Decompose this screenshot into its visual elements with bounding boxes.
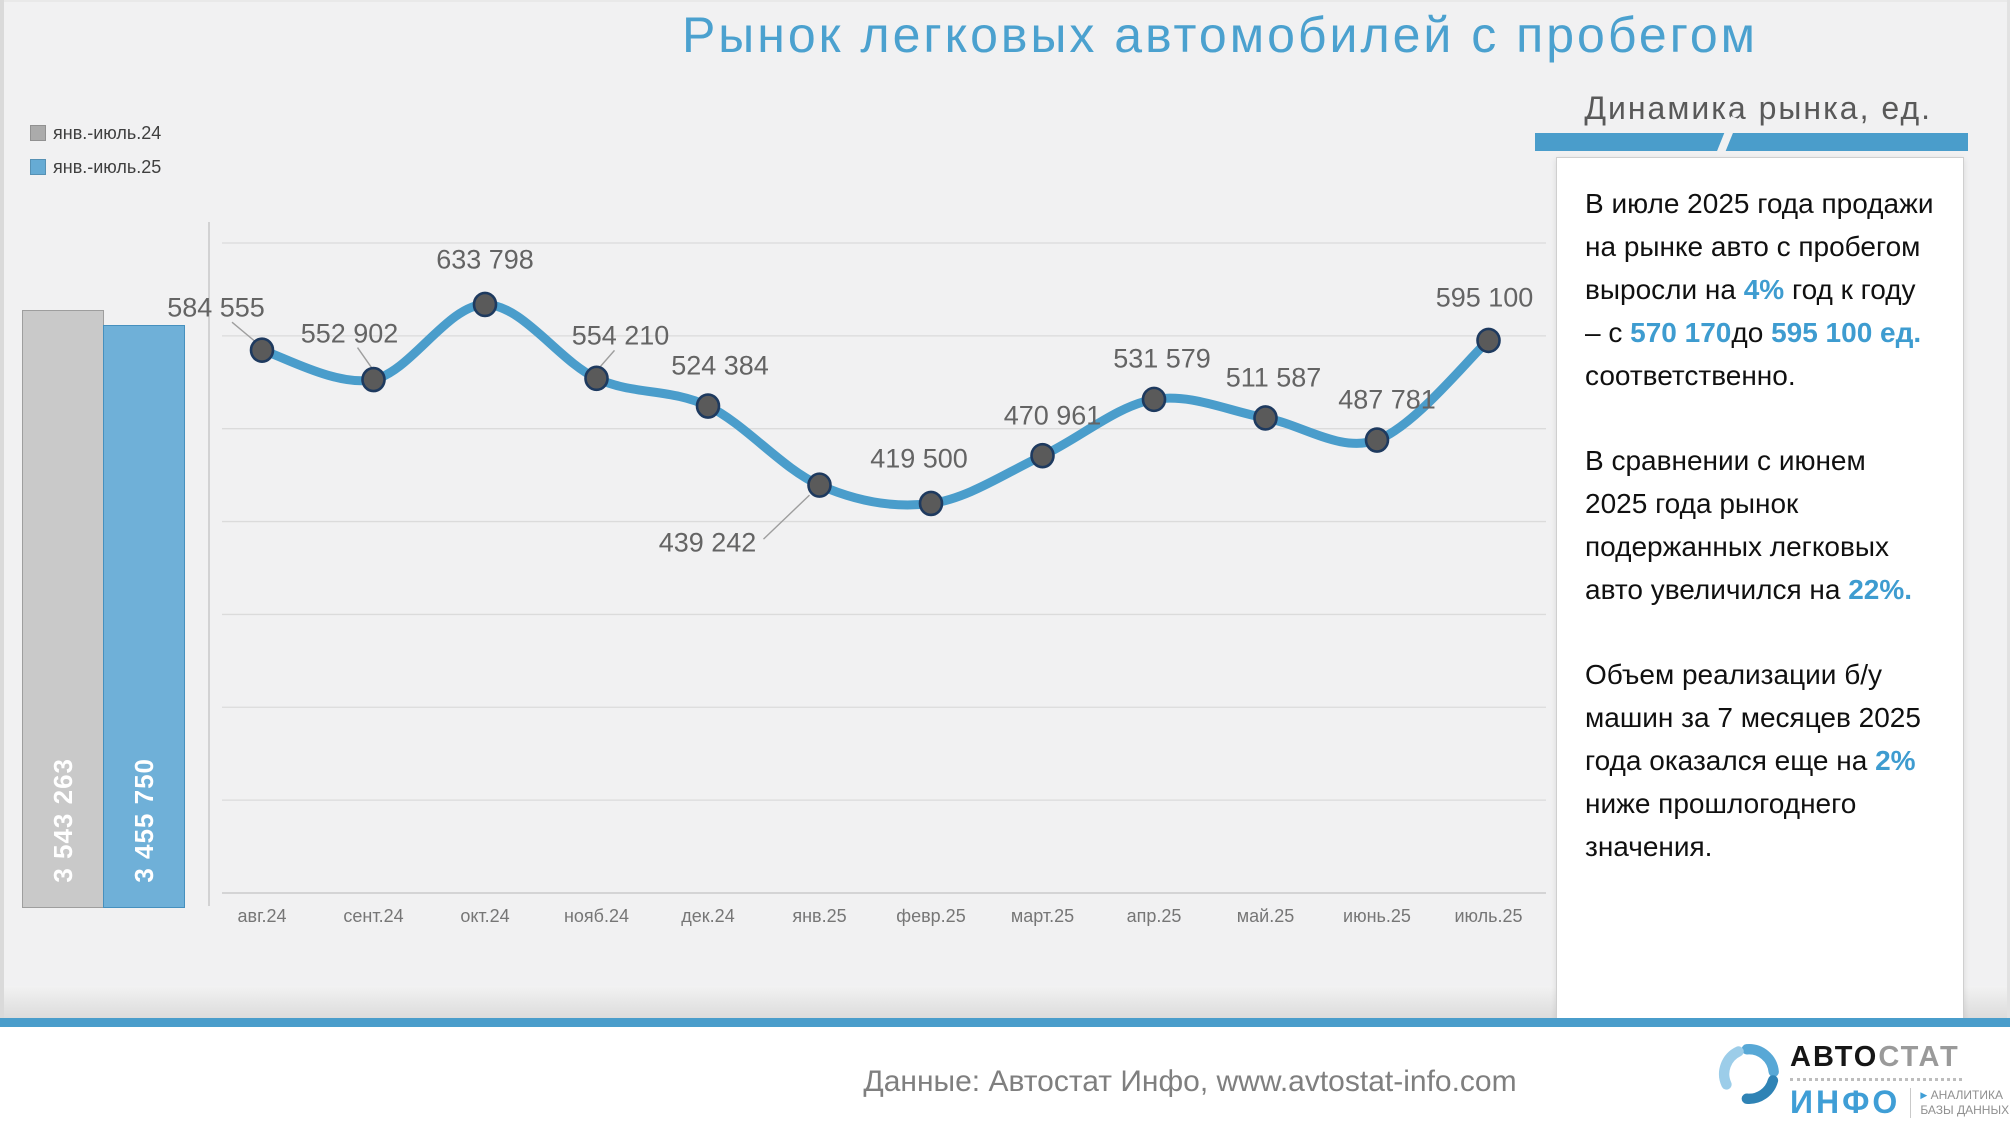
legend-swatch-2024 — [30, 125, 46, 141]
page-title: Рынок легковых автомобилей с пробегом — [681, 7, 1759, 63]
data-point-marker — [472, 291, 498, 318]
logo-tagline-2: БАЗЫ ДАННЫХ — [1920, 1102, 2010, 1117]
annotation-box: В июле 2025 года продажи на рынке авто с… — [1556, 157, 1964, 1030]
data-point-marker — [1476, 327, 1501, 354]
logo-swirl-icon — [1719, 1044, 1779, 1104]
legend-label-2025: янв.-июль.25 — [53, 156, 162, 177]
annotation-highlight: 2% — [1875, 745, 1916, 776]
legend: янв.-июль.24 янв.-июль.25 — [30, 122, 161, 190]
legend-swatch-2025 — [30, 159, 46, 175]
annotation-text: ниже прошлогоднего значения. — [1585, 788, 1857, 862]
logo-info: ИНФО — [1790, 1084, 1901, 1120]
annotation-paragraph: В июле 2025 года продажи на рынке авто с… — [1585, 182, 1935, 397]
legend-item-2024: янв.-июль.24 — [30, 122, 161, 144]
label-leader-line — [599, 349, 616, 367]
annotation-text: В сравнении с июнем 2025 года рынок поде… — [1585, 445, 1889, 605]
logo-analytics: ▶ АНАЛИТИКА БАЗЫ ДАННЫХ — [1910, 1087, 2010, 1118]
bar-total-2025: 3 455 750 — [103, 325, 185, 908]
data-point-marker — [695, 393, 721, 419]
annotation-text: год к году – с — [1585, 274, 1916, 348]
annotation-text: соответственно. — [1585, 360, 1796, 391]
triangle-icon: ▶ — [1920, 1089, 1928, 1100]
legend-label-2024: янв.-июль.24 — [53, 122, 162, 143]
label-leader-line — [763, 494, 810, 540]
annotation-highlight: 570 170 — [1630, 317, 1732, 348]
bottom-accent-strip — [0, 1018, 2010, 1027]
label-leader-line — [356, 347, 373, 368]
annotation-highlight: 22%. — [1848, 574, 1913, 605]
bar-value-2024: 3 543 263 — [47, 758, 78, 883]
annotation-text: Объем реализации б/у машин за 7 месяцев … — [1585, 659, 1921, 776]
logo-brand-stat: СТАТ — [1878, 1041, 1960, 1073]
annotation-text: до — [1731, 317, 1772, 348]
line-series-path — [257, 299, 1493, 510]
chart-subtitle: Динамика рынка, ед. — [1584, 90, 1932, 126]
footer-source: Данные: Автостат Инфо, www.avtostat-info… — [863, 1065, 1517, 1098]
logo-dotted-line — [1790, 1078, 1962, 1081]
logo-text: АВТОСТАТ ИНФО ▶ АНАЛИТИКА БАЗЫ ДАННЫХ — [1790, 1041, 2009, 1121]
data-point-marker — [1364, 427, 1390, 453]
annotation-paragraph: Объем реализации б/у машин за 7 месяцев … — [1585, 653, 1935, 868]
slide-edge-top — [0, 0, 2010, 2]
bar-value-2025: 3 455 750 — [128, 758, 159, 883]
slide-edge-left — [0, 0, 4, 1128]
data-point-marker — [1030, 442, 1055, 469]
accent-bar — [1535, 116, 1968, 158]
annotation-highlight: 4% — [1743, 274, 1785, 305]
bar-total-2024: 3 543 263 — [22, 310, 104, 908]
data-point-marker — [584, 365, 609, 392]
data-point-marker — [361, 366, 386, 393]
logo-brand: АВТОСТАТ — [1790, 1041, 2009, 1074]
data-point-marker — [249, 337, 275, 363]
label-leader-line — [231, 321, 257, 343]
logo-brand-avto: АВТО — [1790, 1041, 1879, 1073]
legend-item-2025: янв.-июль.25 — [30, 156, 161, 178]
footer: Данные: Автостат Инфо, www.avtostat-info… — [0, 1027, 2010, 1128]
slide-edge-right — [2007, 0, 2010, 1128]
data-point-marker — [1141, 386, 1167, 413]
logo-tagline-1: АНАЛИТИКА — [1930, 1087, 2003, 1102]
logo: АВТОСТАТ ИНФО ▶ АНАЛИТИКА БАЗЫ ДАННЫХ — [1718, 1041, 2009, 1121]
data-point-marker — [1253, 405, 1278, 431]
annotation-paragraph: В сравнении с июнем 2025 года рынок поде… — [1585, 439, 1935, 611]
annotation-highlight: 595 100 ед. — [1771, 317, 1922, 348]
data-point-marker — [807, 472, 832, 498]
annotation-text: В июле 2025 года продажи на рынке авто с… — [1585, 188, 1934, 305]
data-point-marker — [918, 490, 944, 517]
